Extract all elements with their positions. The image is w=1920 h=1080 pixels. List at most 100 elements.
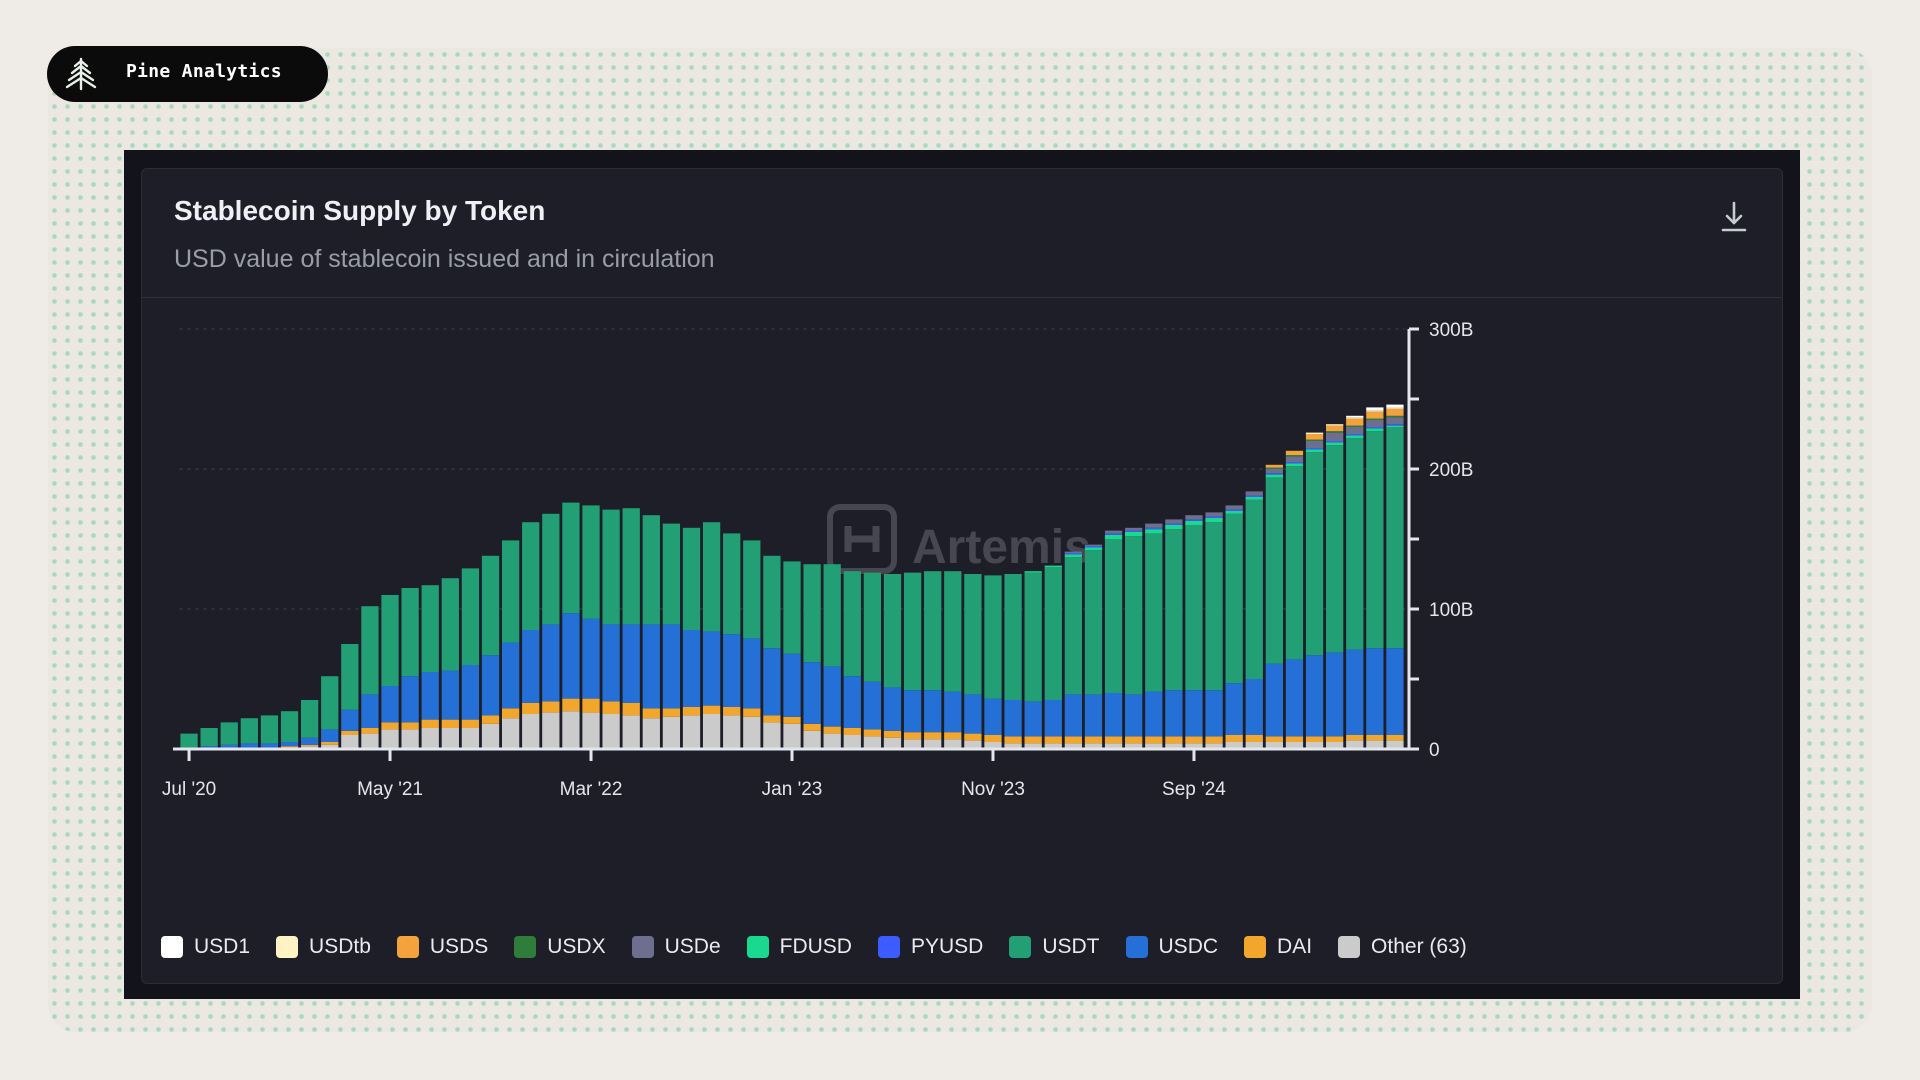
bar-segment-usdx[interactable] xyxy=(1305,439,1324,441)
bar-segment-fdusd[interactable] xyxy=(1245,497,1263,500)
bar-segment-fdusd[interactable] xyxy=(1225,511,1243,514)
bar-segment-other-63[interactable] xyxy=(1386,740,1404,749)
bar-segment-dai[interactable] xyxy=(401,722,419,730)
bar-segment-usdt[interactable] xyxy=(1104,539,1123,693)
bar-segment-fdusd[interactable] xyxy=(1084,547,1103,551)
bar-segment-dai[interactable] xyxy=(1125,736,1143,744)
bar-segment-fdusd[interactable] xyxy=(1064,554,1083,558)
bar-segment-usdt[interactable] xyxy=(501,540,520,643)
bar-segment-usdx[interactable] xyxy=(1265,467,1283,469)
legend-item-fdusd[interactable]: FDUSD xyxy=(746,935,852,959)
bar-segment-usdc[interactable] xyxy=(964,694,982,734)
bar-segment-fdusd[interactable] xyxy=(1285,463,1304,467)
bar-segment-pyusd[interactable] xyxy=(1125,530,1143,532)
bar-segment-other-63[interactable] xyxy=(421,728,439,749)
bar-segment-dai[interactable] xyxy=(341,730,359,735)
bar-segment-usde[interactable] xyxy=(1205,512,1223,517)
bar-segment-other-63[interactable] xyxy=(602,714,620,749)
bar-segment-usdt[interactable] xyxy=(421,585,439,672)
bar-segment-dai[interactable] xyxy=(321,742,339,745)
bar-segment-usdc[interactable] xyxy=(702,631,721,706)
bar-segment-other-63[interactable] xyxy=(1285,742,1304,749)
bar-segment-dai[interactable] xyxy=(582,698,600,713)
bar-segment-usdt[interactable] xyxy=(1165,529,1183,691)
bar-segment-usdc[interactable] xyxy=(461,665,480,720)
bar-segment-dai[interactable] xyxy=(1004,736,1022,744)
bar-segment-dai[interactable] xyxy=(803,723,821,731)
bar-segment-usdc[interactable] xyxy=(401,676,419,723)
bar-segment-dai[interactable] xyxy=(883,730,902,738)
bar-segment-fdusd[interactable] xyxy=(1326,442,1344,446)
bar-segment-dai[interactable] xyxy=(1064,736,1083,744)
bar-segment-dai[interactable] xyxy=(441,719,459,728)
bar-segment-pyusd[interactable] xyxy=(1326,441,1344,443)
bar-segment-dai[interactable] xyxy=(1185,736,1203,744)
bar-segment-pyusd[interactable] xyxy=(1346,434,1364,436)
bar-segment-usde[interactable] xyxy=(1225,505,1243,510)
bar-segment-usdt[interactable] xyxy=(542,513,560,625)
bar-segment-pyusd[interactable] xyxy=(1265,473,1283,475)
bar-segment-other-63[interactable] xyxy=(481,723,500,749)
bar-segment-usde[interactable] xyxy=(1366,420,1384,427)
bar-segment-other-63[interactable] xyxy=(903,739,922,749)
bar-segment-other-63[interactable] xyxy=(1265,742,1283,749)
bar-segment-usdt[interactable] xyxy=(1346,438,1364,650)
bar-segment-dai[interactable] xyxy=(642,708,660,719)
legend-item-usdt[interactable]: USDT xyxy=(1009,935,1100,959)
bar-segment-other-63[interactable] xyxy=(622,715,640,749)
bar-segment-dai[interactable] xyxy=(944,732,962,740)
bar-segment-usdc[interactable] xyxy=(1165,690,1183,737)
bar-segment-usde[interactable] xyxy=(1185,515,1203,520)
bar-segment-dai[interactable] xyxy=(1165,736,1183,744)
bar-segment-other-63[interactable] xyxy=(682,715,701,749)
bar-segment-dai[interactable] xyxy=(743,708,761,717)
bar-segment-usdt[interactable] xyxy=(1044,567,1062,700)
bar-segment-other-63[interactable] xyxy=(522,714,540,749)
bar-segment-other-63[interactable] xyxy=(803,730,821,749)
bar-segment-fdusd[interactable] xyxy=(1125,532,1143,537)
bar-segment-usdc[interactable] xyxy=(1346,649,1364,735)
bar-segment-usdt[interactable] xyxy=(180,733,198,748)
bar-segment-usdt[interactable] xyxy=(1024,572,1042,702)
bar-segment-other-63[interactable] xyxy=(341,735,359,749)
bar-segment-dai[interactable] xyxy=(863,729,882,737)
bar-segment-pyusd[interactable] xyxy=(1185,519,1203,521)
bar-segment-other-63[interactable] xyxy=(1024,743,1042,749)
bar-segment-usde[interactable] xyxy=(1326,432,1344,441)
bar-segment-fdusd[interactable] xyxy=(1265,474,1283,478)
bar-segment-other-63[interactable] xyxy=(1125,743,1143,749)
bar-segment-usdc[interactable] xyxy=(783,653,801,717)
bar-segment-other-63[interactable] xyxy=(964,740,982,749)
bar-segment-usdc[interactable] xyxy=(1326,652,1344,737)
bar-segment-usdt[interactable] xyxy=(280,711,299,742)
bar-segment-usdt[interactable] xyxy=(381,595,399,686)
bar-segment-dai[interactable] xyxy=(1024,736,1042,744)
bar-segment-usdc[interactable] xyxy=(381,686,399,723)
bar-segment-usdt[interactable] xyxy=(602,509,620,625)
bar-segment-other-63[interactable] xyxy=(401,729,419,749)
bar-segment-dai[interactable] xyxy=(1386,735,1404,741)
bar-segment-other-63[interactable] xyxy=(843,735,861,749)
bar-segment-usdx[interactable] xyxy=(1326,431,1344,433)
bar-segment-usdc[interactable] xyxy=(1245,679,1263,735)
bar-segment-usdc[interactable] xyxy=(1386,648,1404,735)
bar-segment-usdt[interactable] xyxy=(1185,525,1203,691)
bar-segment-usdc[interactable] xyxy=(602,624,620,702)
bar-segment-other-63[interactable] xyxy=(984,742,1002,749)
bar-segment-usdt[interactable] xyxy=(1004,574,1022,700)
bar-segment-usdc[interactable] xyxy=(1024,701,1042,737)
bar-segment-dai[interactable] xyxy=(984,735,1002,742)
bar-segment-dai[interactable] xyxy=(924,732,942,740)
bar-segment-usdt[interactable] xyxy=(1145,533,1163,692)
bar-segment-fdusd[interactable] xyxy=(1165,525,1183,530)
bar-segment-other-63[interactable] xyxy=(1346,740,1364,749)
bar-segment-other-63[interactable] xyxy=(1185,743,1203,749)
bar-segment-dai[interactable] xyxy=(461,719,480,728)
bar-segment-usde[interactable] xyxy=(1386,417,1404,425)
bar-segment-pyusd[interactable] xyxy=(1305,448,1324,450)
bar-segment-usdc[interactable] xyxy=(1104,693,1123,737)
bar-segment-usdc[interactable] xyxy=(1285,659,1304,737)
bar-segment-usdc[interactable] xyxy=(1366,648,1384,735)
bar-segment-usdt[interactable] xyxy=(803,564,821,663)
bar-segment-usdc[interactable] xyxy=(1265,663,1283,737)
